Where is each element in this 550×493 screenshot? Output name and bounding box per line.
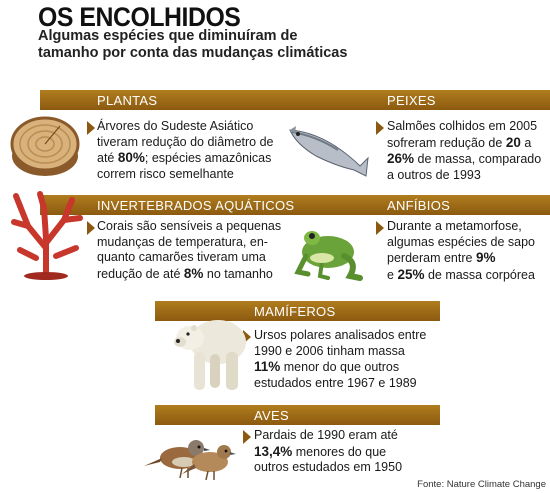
subtitle-line-1: Algumas espécies que diminuíram de (38, 28, 298, 44)
marker-peixes (376, 121, 384, 135)
polar-bear-icon (174, 320, 246, 390)
marker-mamiferos (243, 330, 251, 344)
text-peixes: Salmões colhidos em 2005 sofreram reduçã… (387, 119, 542, 182)
salmon-icon (289, 126, 369, 177)
label-plantas: PLANTAS (97, 93, 158, 108)
page-title: OS ENCOLHIDOS (38, 2, 241, 32)
label-peixes: PEIXES (387, 93, 436, 108)
band-aves (155, 405, 440, 425)
marker-plantas (87, 121, 95, 135)
text-plantas: Árvores do Sudeste Asiático tiveram redu… (97, 119, 274, 181)
label-mamiferos: MAMÍFEROS (254, 304, 336, 319)
sparrows-icon (144, 440, 236, 481)
text-mamiferos: Ursos polares analisados entre 1990 e 20… (254, 328, 427, 390)
page-subtitle: Algumas espécies que diminuíram de taman… (38, 28, 347, 62)
source-credit: Fonte: Nature Climate Change (417, 479, 546, 490)
label-invertebrados: INVERTEBRADOS AQUÁTICOS (97, 198, 295, 213)
text-anfibios: Durante a metamorfose, algumas espécies … (387, 219, 536, 282)
frog-icon (294, 231, 363, 281)
band-invertebrados-anfibios (40, 195, 550, 215)
marker-invertebrados (87, 221, 95, 235)
band-plantas-peixes (40, 90, 550, 110)
label-aves: AVES (254, 408, 289, 423)
tree-stump-icon (10, 116, 80, 176)
band-mamiferos (155, 301, 440, 321)
label-anfibios: ANFÍBIOS (387, 198, 451, 213)
marker-aves (243, 430, 251, 444)
text-invertebrados: Corais são sensíveis a pequenas mudanças… (97, 219, 282, 281)
marker-anfibios (376, 221, 384, 235)
subtitle-line-2: tamanho por conta das mudanças climática… (38, 45, 348, 61)
text-aves: Pardais de 1990 eram até 13,4% menores d… (254, 428, 403, 474)
coral-icon (11, 191, 83, 280)
